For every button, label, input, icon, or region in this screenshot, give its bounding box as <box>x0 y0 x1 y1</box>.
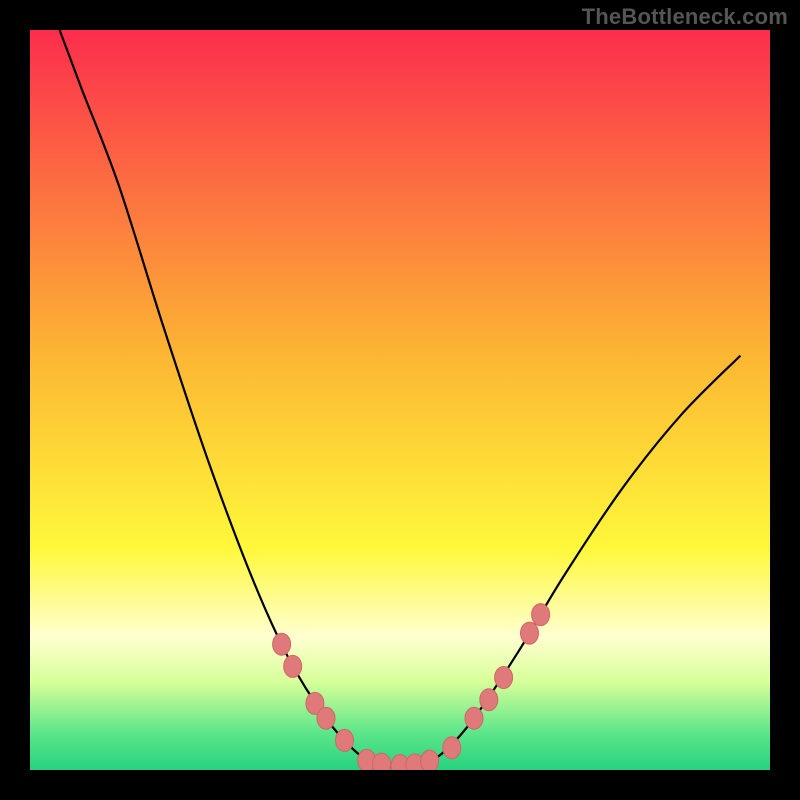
data-marker <box>480 689 498 711</box>
data-marker <box>421 750 439 772</box>
data-marker <box>336 729 354 751</box>
data-marker <box>495 667 513 689</box>
data-marker <box>521 622 539 644</box>
watermark-text: TheBottleneck.com <box>582 4 788 30</box>
data-marker <box>317 707 335 729</box>
data-marker <box>284 655 302 677</box>
bottleneck-chart <box>0 0 800 800</box>
data-marker <box>273 633 291 655</box>
data-marker <box>532 604 550 626</box>
data-marker <box>443 737 461 759</box>
chart-background <box>30 30 770 770</box>
chart-container: TheBottleneck.com <box>0 0 800 800</box>
data-marker <box>465 707 483 729</box>
